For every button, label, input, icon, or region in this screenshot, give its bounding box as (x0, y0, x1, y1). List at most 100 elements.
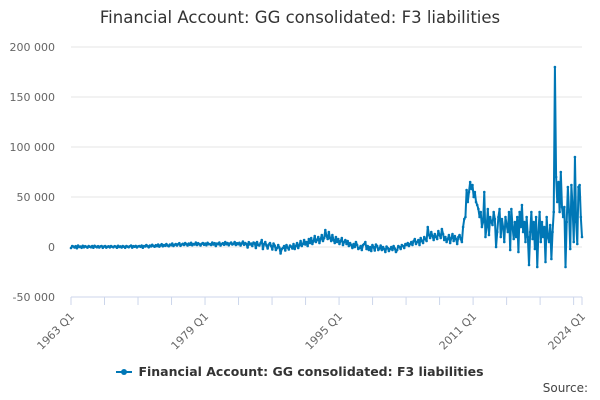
data-point[interactable] (347, 244, 351, 248)
data-point[interactable] (269, 244, 273, 248)
data-point[interactable] (477, 207, 480, 211)
data-point[interactable] (478, 215, 481, 219)
data-point[interactable] (454, 237, 458, 241)
data-point[interactable] (283, 249, 287, 252)
data-point[interactable] (567, 210, 571, 214)
data-point[interactable] (526, 235, 530, 239)
data-point[interactable] (301, 242, 305, 246)
data-point[interactable] (271, 248, 274, 251)
data-point[interactable] (512, 237, 516, 241)
data-point[interactable] (319, 237, 322, 241)
data-point[interactable] (311, 242, 314, 246)
data-point[interactable] (335, 240, 339, 244)
data-point[interactable] (429, 230, 433, 234)
data-point[interactable] (380, 248, 384, 252)
data-point[interactable] (295, 241, 299, 245)
data-point[interactable] (538, 210, 541, 214)
data-point[interactable] (189, 241, 193, 245)
data-point[interactable] (241, 240, 245, 243)
data-point[interactable] (276, 243, 280, 247)
data-point[interactable] (473, 190, 477, 194)
data-point[interactable] (239, 244, 242, 247)
data-point[interactable] (325, 234, 328, 238)
data-point[interactable] (432, 238, 435, 242)
data-point[interactable] (574, 220, 578, 224)
data-point[interactable] (532, 220, 536, 224)
data-point[interactable] (455, 242, 459, 246)
data-point[interactable] (259, 241, 262, 245)
data-point[interactable] (312, 239, 315, 243)
data-point[interactable] (321, 239, 325, 243)
data-point[interactable] (457, 235, 460, 239)
data-point[interactable] (92, 246, 95, 249)
data-point[interactable] (332, 238, 335, 242)
data-point[interactable] (289, 245, 293, 248)
data-point[interactable] (568, 247, 572, 251)
data-point[interactable] (409, 240, 413, 244)
data-point[interactable] (539, 240, 543, 244)
data-point[interactable] (491, 223, 494, 227)
data-point[interactable] (69, 246, 73, 250)
data-point[interactable] (475, 203, 479, 207)
data-point[interactable] (545, 215, 548, 219)
data-point[interactable] (505, 223, 508, 227)
data-point[interactable] (540, 220, 544, 224)
data-point[interactable] (521, 230, 525, 234)
data-point[interactable] (281, 246, 285, 250)
data-point[interactable] (431, 234, 434, 238)
data-point[interactable] (448, 241, 452, 245)
data-point[interactable] (285, 243, 288, 247)
data-point[interactable] (254, 246, 258, 250)
data-point[interactable] (214, 244, 218, 248)
data-point[interactable] (193, 243, 196, 246)
data-point[interactable] (362, 242, 366, 246)
data-point[interactable] (352, 242, 355, 246)
data-point[interactable] (75, 246, 79, 250)
data-point[interactable] (497, 215, 500, 219)
data-point[interactable] (524, 240, 527, 244)
data-point[interactable] (439, 236, 443, 240)
data-point[interactable] (575, 242, 579, 246)
data-point[interactable] (415, 240, 419, 244)
data-point[interactable] (462, 217, 466, 221)
data-point[interactable] (129, 244, 133, 247)
data-point[interactable] (365, 247, 368, 251)
data-point[interactable] (438, 233, 441, 237)
data-point[interactable] (561, 215, 565, 219)
data-point[interactable] (188, 243, 192, 247)
data-point[interactable] (553, 65, 557, 69)
data-point[interactable] (358, 246, 361, 250)
data-point[interactable] (573, 155, 577, 159)
data-point[interactable] (266, 247, 269, 250)
data-point[interactable] (273, 244, 276, 247)
data-point[interactable] (328, 236, 332, 240)
data-point[interactable] (348, 241, 352, 245)
data-point[interactable] (258, 244, 261, 247)
data-point[interactable] (80, 246, 83, 250)
data-point[interactable] (546, 235, 550, 239)
data-point[interactable] (255, 240, 259, 244)
data-point[interactable] (210, 241, 214, 244)
data-point[interactable] (318, 241, 321, 245)
data-point[interactable] (458, 233, 461, 237)
data-point[interactable] (519, 225, 523, 229)
data-point[interactable] (511, 225, 514, 229)
data-point[interactable] (401, 244, 405, 248)
data-point[interactable] (233, 240, 236, 244)
data-point[interactable] (379, 244, 382, 247)
data-point[interactable] (391, 248, 394, 252)
data-point[interactable] (500, 217, 504, 221)
data-point[interactable] (537, 230, 540, 234)
data-point[interactable] (209, 243, 213, 247)
data-point[interactable] (392, 244, 395, 248)
data-point[interactable] (373, 249, 377, 252)
data-point[interactable] (465, 188, 468, 192)
data-point[interactable] (360, 248, 364, 252)
data-point[interactable] (417, 238, 420, 242)
data-point[interactable] (170, 242, 174, 245)
data-point[interactable] (293, 247, 297, 251)
data-point[interactable] (422, 235, 426, 239)
data-point[interactable] (414, 242, 418, 246)
data-point[interactable] (226, 241, 229, 245)
data-point[interactable] (298, 243, 301, 247)
